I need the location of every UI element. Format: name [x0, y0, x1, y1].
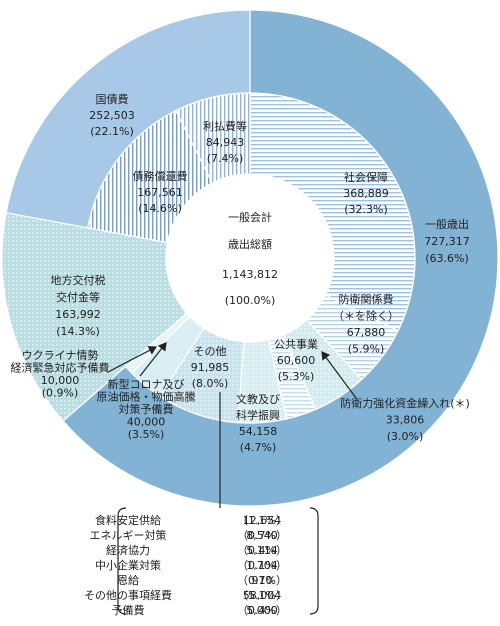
segment-label: 経済緊急対応予備費: [11, 361, 110, 375]
center-title: 歳出総額: [228, 237, 272, 251]
item-value: 12,654: [243, 514, 282, 527]
item-share: （5.1%）: [237, 589, 287, 602]
inner-segment: [174, 92, 251, 184]
segment-label: 地方交付税: [51, 273, 106, 287]
share-label: (14.6%): [138, 202, 182, 215]
share-label: (8.0%): [192, 377, 229, 390]
value-label: 84,943: [206, 136, 245, 149]
value-label: 368,889: [343, 187, 389, 200]
value-label: 10,000: [41, 374, 80, 387]
item-name: 中小企業対策: [95, 558, 161, 572]
share-label: (14.3%): [56, 325, 100, 338]
arrow: [139, 342, 167, 377]
other-breakdown: 食料安定供給 12,654（1.1%） エネルギー対策 8,540（0.7%） 経済協力…: [84, 513, 287, 617]
item-value: 970: [252, 574, 273, 587]
share-label: (4.7%): [240, 441, 277, 454]
total-label: 1,143,812: [222, 268, 278, 281]
segment-label: 対策予備費: [119, 402, 174, 416]
share-label: (22.1%): [90, 125, 134, 138]
item-name: 予備費: [112, 603, 145, 617]
donut-segment: [1, 211, 188, 422]
item-name: エネルギー対策: [90, 528, 167, 542]
arrow: [321, 351, 357, 399]
value-label: 91,985: [191, 361, 230, 374]
item-share: （0.7%）: [237, 529, 287, 542]
total-share-label: (100.0%): [225, 294, 276, 307]
share-label: (32.3%): [344, 203, 388, 216]
item-name: その他の事項経費: [84, 588, 172, 602]
value-label: 727,317: [424, 235, 470, 248]
inner-segment: [249, 92, 416, 332]
value-label: 252,503: [89, 109, 135, 122]
segment-label: 国債費: [96, 92, 129, 106]
item-value: 1,704: [246, 559, 278, 572]
item-value: 5,114: [246, 544, 278, 557]
value-label: 67,880: [347, 326, 386, 339]
segment-label: 原油価格・物価高騰: [97, 390, 196, 404]
arrow: [107, 346, 158, 373]
item-value: 5,000: [246, 604, 278, 617]
value-label: 33,806: [386, 414, 425, 427]
item-share: （1.1%）: [237, 514, 287, 527]
item-value: 8,540: [246, 529, 278, 542]
item-value: 58,004: [243, 589, 282, 602]
segment-label: 利払費等: [203, 119, 247, 133]
item-share: （0.4%）: [237, 544, 287, 557]
segment-label: 文教及び: [236, 392, 280, 406]
value-label: 163,992: [55, 308, 101, 321]
item-share: （0.1%）: [237, 559, 287, 572]
center-title: 一般会計: [228, 210, 272, 224]
segment-label: 交付金等: [56, 290, 100, 304]
bracket: [309, 507, 319, 615]
rings: [1, 9, 499, 507]
value-label: 60,600: [277, 354, 316, 367]
share-label: (3.5%): [128, 428, 165, 441]
value-label: 40,000: [127, 416, 166, 429]
share-label: (5.9%): [348, 343, 385, 356]
value-label: 54,158: [239, 425, 278, 438]
segment-label: 社会保障: [344, 170, 388, 184]
segment-label: 公共事業: [274, 338, 318, 351]
share-label: (5.3%): [278, 370, 315, 383]
value-label: 167,561: [137, 186, 183, 199]
item-share: （0.4%）: [237, 604, 287, 617]
item-name: 食料安定供給: [95, 513, 161, 527]
segment-label: 一般歳出: [425, 217, 469, 231]
item-name: 経済協力: [106, 543, 150, 557]
item-share: （0.1%）: [237, 574, 287, 587]
share-label: (7.4%): [207, 152, 244, 165]
share-label: (0.9%): [42, 387, 79, 400]
segment-label: 科学振興: [236, 408, 280, 422]
segment-label: その他: [194, 345, 227, 358]
segment-label: ウクライナ情勢: [22, 348, 99, 362]
segment-label: 防衛関係費: [339, 292, 394, 306]
item-name: 恩給: [117, 573, 139, 587]
segment-label: 新型コロナ及び: [108, 377, 185, 391]
share-label: (3.0%): [387, 430, 424, 443]
bracket: [117, 507, 127, 615]
segment-label: （＊を除く）: [333, 309, 399, 323]
segment-label: 防衛力強化資金繰入れ(＊): [340, 396, 470, 410]
segment-label: 債務償還費: [133, 169, 188, 183]
share-label: (63.6%): [425, 252, 469, 265]
